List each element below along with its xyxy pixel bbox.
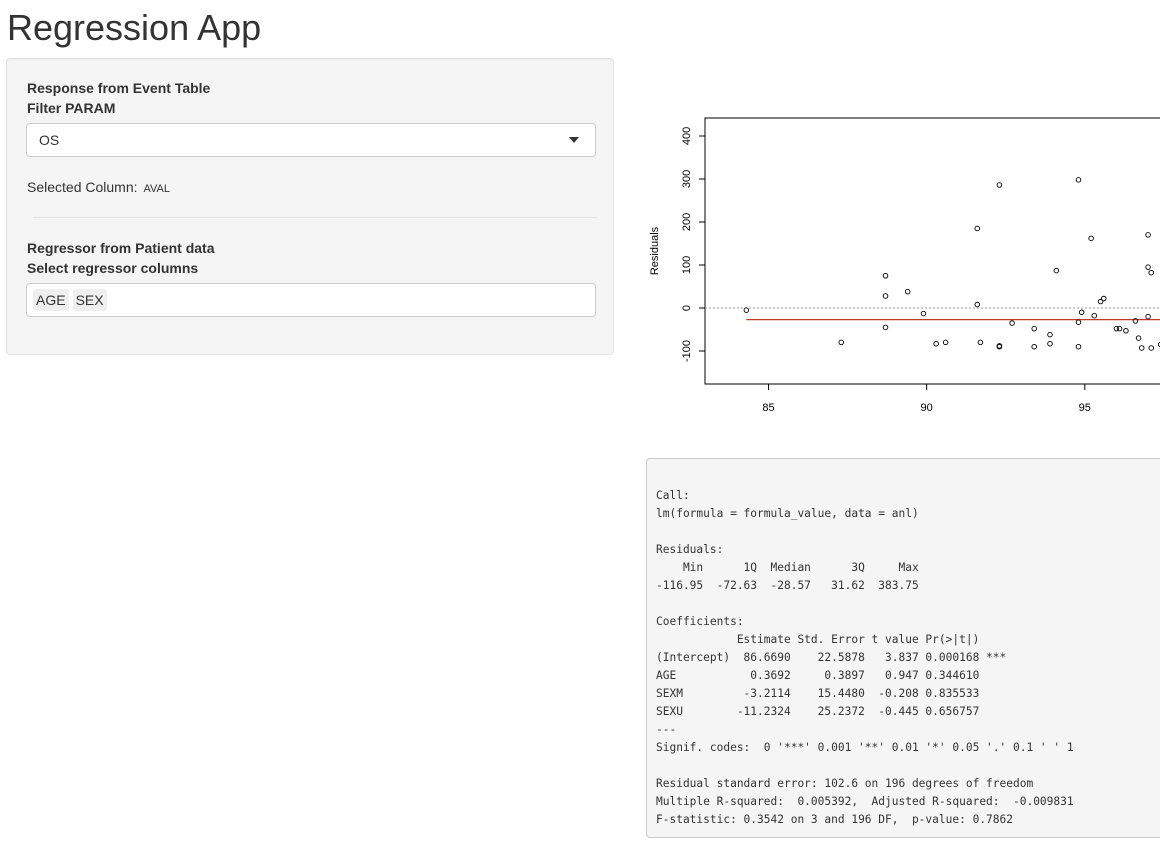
y-tick-label: 400	[681, 127, 693, 145]
regression-summary-output: Call: lm(formula = formula_value, data =…	[646, 458, 1160, 838]
data-point	[882, 272, 889, 279]
data-point	[1075, 177, 1082, 183]
y-axis-label: Residuals	[649, 226, 661, 275]
data-point	[1116, 325, 1123, 332]
x-tick-label: 90	[921, 402, 933, 414]
data-point	[1157, 341, 1160, 348]
sidebar-panel: Response from Event Table Filter PARAM O…	[6, 58, 614, 355]
data-point	[1097, 298, 1104, 305]
data-point	[1053, 267, 1060, 274]
data-point	[1135, 335, 1142, 341]
y-tick-label: 300	[681, 170, 693, 188]
section-divider	[33, 217, 597, 218]
data-point	[1088, 235, 1094, 242]
y-tick-label: 200	[681, 213, 693, 231]
data-point	[1031, 325, 1037, 332]
data-point	[882, 324, 889, 331]
residuals-plot: 85 90 95 -100 0 100 200 300 400 Residuals	[649, 117, 1160, 414]
regression-summary-text: Call: lm(formula = formula_value, data =…	[656, 489, 1074, 826]
data-point	[1148, 345, 1154, 351]
regressor-tag[interactable]: SEX	[72, 289, 107, 311]
regressor-select-label: Select regressor columns	[27, 260, 199, 276]
regressor-tag[interactable]: AGE	[33, 289, 69, 311]
data-point	[1047, 331, 1053, 338]
data-point	[1009, 320, 1015, 326]
data-point	[838, 339, 844, 346]
data-point	[974, 301, 981, 308]
data-point	[977, 339, 984, 346]
data-point	[1123, 328, 1129, 334]
data-point	[882, 293, 889, 299]
data-point	[1145, 232, 1151, 238]
data-point	[974, 225, 981, 232]
data-point	[904, 288, 911, 295]
data-point	[1145, 313, 1151, 320]
filter-param-value: OS	[39, 132, 60, 148]
data-point	[933, 340, 939, 347]
page-title: Regression App	[7, 7, 262, 48]
data-point	[1148, 269, 1154, 276]
data-point	[996, 182, 1003, 188]
x-tick-label: 95	[1079, 402, 1091, 414]
selected-column-label: Selected Column:	[27, 179, 138, 195]
y-tick-label: 0	[681, 305, 693, 311]
selected-column-text: Selected Column: AVAL	[27, 179, 170, 195]
data-point	[1145, 264, 1151, 270]
data-point	[1075, 343, 1082, 350]
data-point	[942, 339, 949, 346]
y-tick-label: -100	[681, 340, 693, 362]
data-point	[1091, 312, 1098, 319]
regressor-section-label: Regressor from Patient data	[27, 240, 215, 256]
filter-param-label: Filter PARAM	[27, 100, 116, 116]
selected-column-value: AVAL	[143, 183, 171, 195]
data-point	[1031, 343, 1037, 350]
data-point	[1113, 325, 1120, 332]
y-tick-label: 100	[681, 256, 693, 274]
data-point	[996, 343, 1003, 350]
data-point	[1078, 309, 1085, 316]
data-point	[1047, 340, 1053, 347]
response-section-label: Response from Event Table	[27, 80, 211, 96]
data-point	[1075, 319, 1082, 325]
x-tick-label: 85	[762, 402, 774, 414]
data-point	[1138, 345, 1145, 351]
caret-down-icon	[569, 137, 579, 143]
filter-param-select[interactable]: OS	[26, 123, 596, 157]
regressor-multiselect[interactable]: AGE SEX	[26, 283, 596, 317]
data-point	[920, 310, 927, 317]
plot-frame	[704, 117, 1160, 385]
data-point	[743, 307, 750, 313]
data-point	[1101, 295, 1107, 302]
data-point	[1132, 318, 1139, 324]
